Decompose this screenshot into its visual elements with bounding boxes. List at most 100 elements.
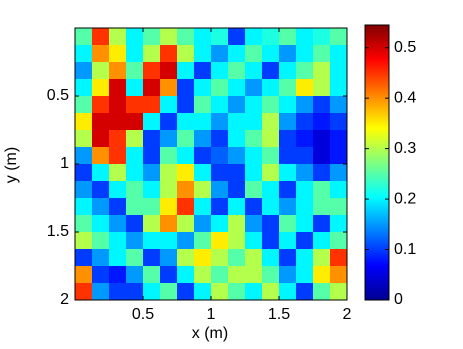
heatmap-cell [126,164,144,182]
heatmap-cell [262,232,280,250]
heatmap-cell [109,113,127,131]
heatmap-cell [109,249,127,267]
heatmap-cell [330,79,348,97]
heatmap-cell [160,198,178,216]
x-tick-label: 0.5 [132,306,154,323]
heatmap-cell [245,164,263,182]
heatmap-cell [75,215,93,233]
heatmap-cell [211,198,229,216]
heatmap-cell [228,215,246,233]
heatmap-cell [160,283,178,301]
heatmap-cell [262,266,280,284]
heatmap-cell [245,130,263,148]
colorbar-tick-label: 0.4 [394,89,416,106]
heatmap-cell [313,249,331,267]
heatmap-cell [126,181,144,199]
heatmap-cell [279,164,297,182]
heatmap-cell [279,96,297,114]
heatmap-cell [262,62,280,80]
heatmap-cell [92,45,110,63]
heatmap-cell [211,113,229,131]
heatmap-cell [330,96,348,114]
heatmap-cell [177,147,195,165]
heatmap-cell [92,215,110,233]
heatmap-cell [228,198,246,216]
heatmap-cell [296,130,314,148]
heatmap-cell [245,62,263,80]
heatmap-cell [330,181,348,199]
heatmap-cell [313,113,331,131]
colorbar-tick-label: 0.5 [394,39,416,56]
heatmap-cell [262,198,280,216]
heatmap-cell [194,130,212,148]
heatmap-cell [245,79,263,97]
heatmap-cell [143,113,161,131]
heatmap-cell [330,113,348,131]
heatmap-cell [194,181,212,199]
heatmap-cell [228,96,246,114]
heatmap-cell [296,28,314,46]
heatmap [75,28,348,301]
heatmap-cell [109,181,127,199]
heatmap-cell [143,249,161,267]
heatmap-cell [211,215,229,233]
heatmap-cell [177,198,195,216]
heatmap-cell [126,28,144,46]
heatmap-cell [92,283,110,301]
heatmap-cell [177,96,195,114]
heatmap-cell [75,164,93,182]
heatmap-cell [211,147,229,165]
heatmap-cell [296,164,314,182]
heatmap-cell [313,96,331,114]
heatmap-cell [92,147,110,165]
heatmap-cell [92,28,110,46]
heatmap-cell [126,215,144,233]
heatmap-cell [75,96,93,114]
x-tick-label: 1.5 [268,306,290,323]
heatmap-cell [75,232,93,250]
heatmap-cell [330,215,348,233]
heatmap-cell [228,113,246,131]
heatmap-cell [194,249,212,267]
heatmap-cell [228,130,246,148]
heatmap-cell [330,28,348,46]
heatmap-cell [245,147,263,165]
heatmap-cell [330,198,348,216]
heatmap-cell [177,266,195,284]
heatmap-cell [313,79,331,97]
y-axis-label: y (m) [3,147,20,183]
heatmap-cell [296,113,314,131]
heatmap-cell [92,164,110,182]
heatmap-cell [330,283,348,301]
heatmap-cell [262,45,280,63]
heatmap-cell [211,62,229,80]
heatmap-cell [126,45,144,63]
heatmap-cell [194,283,212,301]
colorbar-frame [364,24,390,301]
heatmap-cell [109,266,127,284]
heatmap-cell [126,62,144,80]
heatmap-cell [330,249,348,267]
heatmap-cell [143,164,161,182]
heatmap-cell [296,198,314,216]
heatmap-cell [160,164,178,182]
heatmap-cell [296,147,314,165]
heatmap-cell [296,215,314,233]
heatmap-cell [160,215,178,233]
x-axis-label: x (m) [192,325,228,342]
heatmap-cell [109,79,127,97]
y-tick-label: 0.5 [47,87,69,104]
heatmap-cell [75,249,93,267]
heatmap-cell [279,266,297,284]
y-tick-label: 2 [60,291,69,308]
heatmap-cell [245,266,263,284]
heatmap-cell [126,96,144,114]
y-tick-label: 1.5 [47,223,69,240]
heatmap-cell [262,96,280,114]
heatmap-cell [92,249,110,267]
heatmap-cell [194,164,212,182]
heatmap-cell [75,130,93,148]
heatmap-cell [126,147,144,165]
heatmap-cell [262,130,280,148]
heatmap-cell [92,62,110,80]
